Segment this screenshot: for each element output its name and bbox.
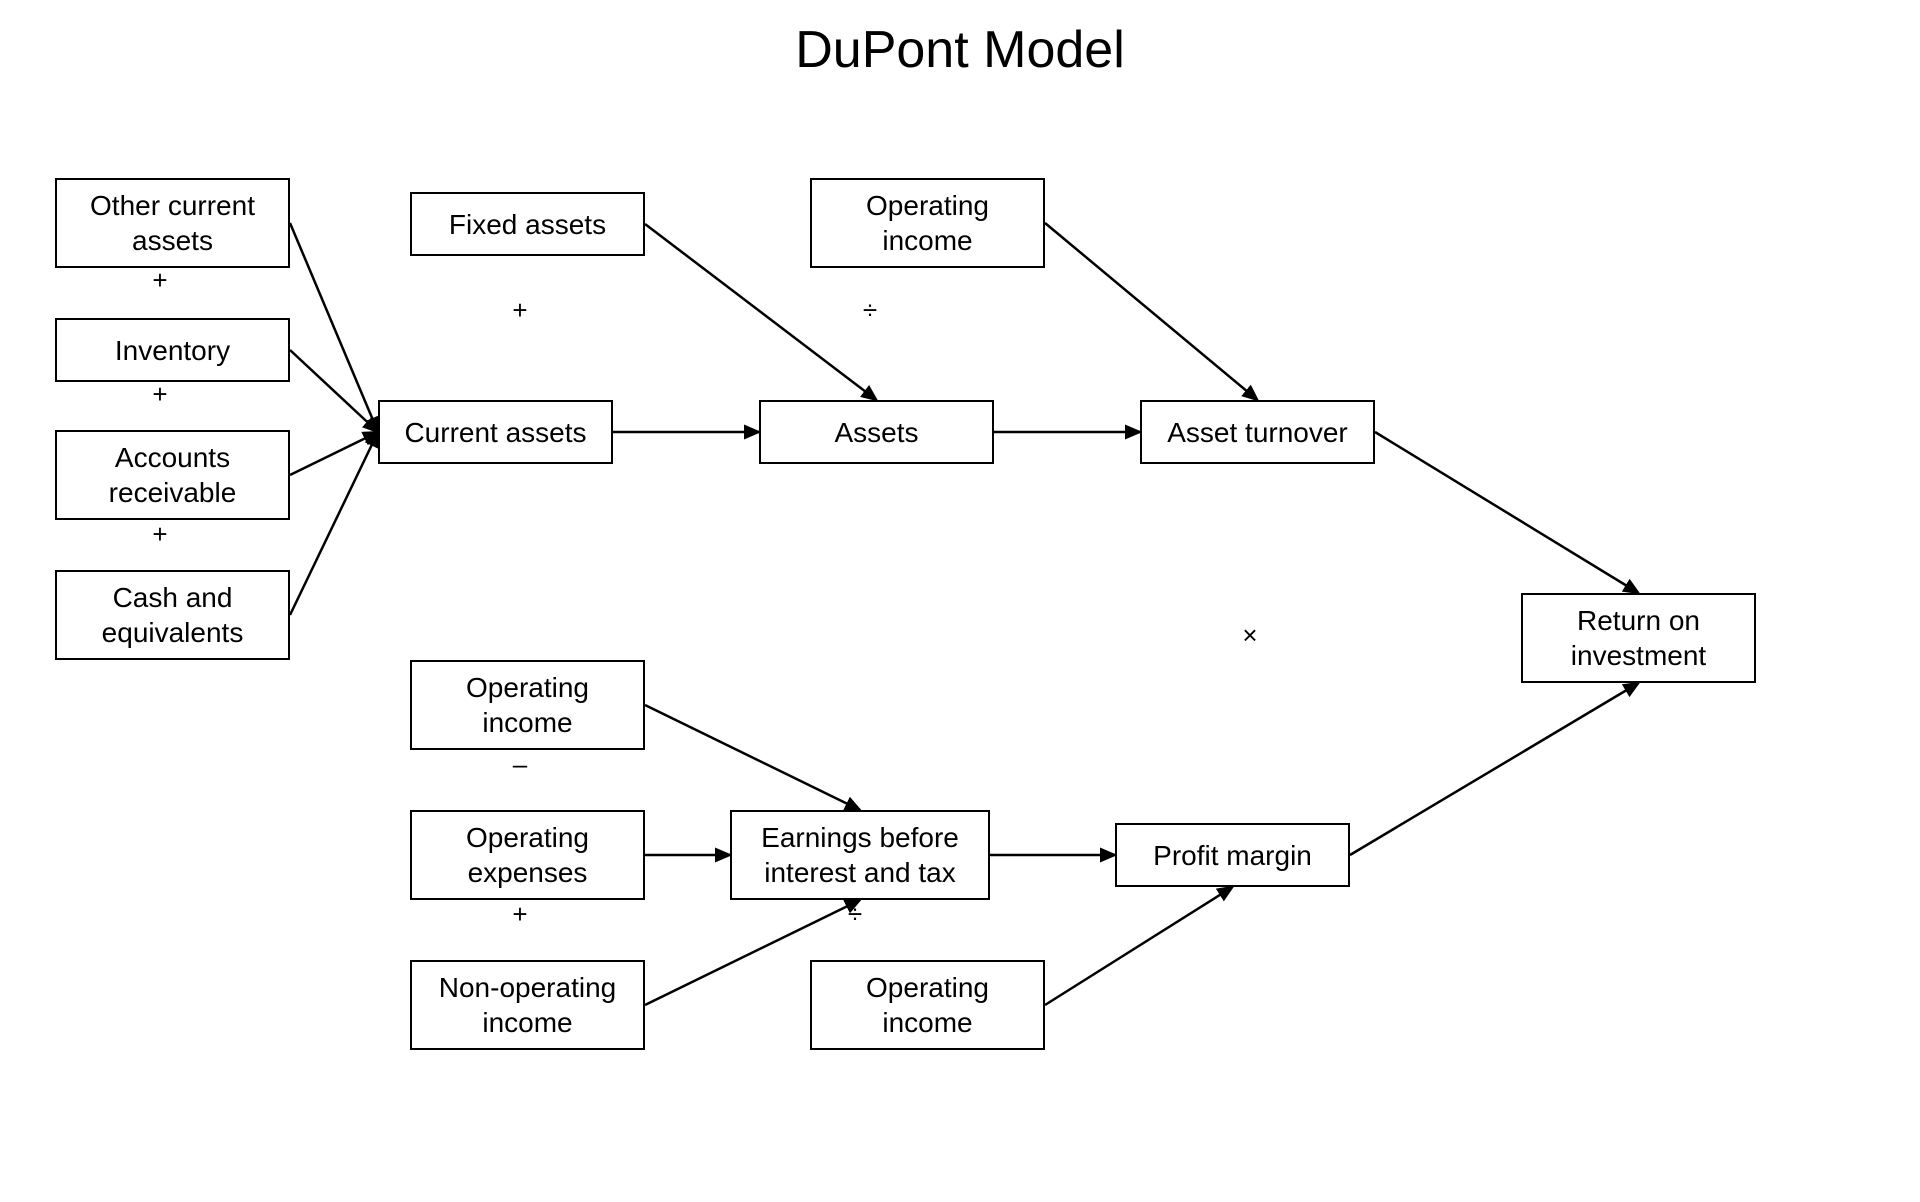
node-operating-income-mid: Operatingincome [410, 660, 645, 750]
node-operating-income-bot: Operatingincome [810, 960, 1045, 1050]
diagram-stage: DuPont Model Other currentassets Invento… [0, 0, 1920, 1202]
node-operating-expenses: Operatingexpenses [410, 810, 645, 900]
node-label: Return oninvestment [1571, 603, 1706, 673]
node-label: Cash andequivalents [102, 580, 244, 650]
node-operating-income-top: Operatingincome [810, 178, 1045, 268]
node-roi: Return oninvestment [1521, 593, 1756, 683]
operator-divide-icon: ÷ [855, 295, 885, 326]
node-label: Inventory [115, 333, 230, 368]
node-label: Accountsreceivable [109, 440, 237, 510]
node-label: Operatingexpenses [466, 820, 589, 890]
operator-plus-icon: + [145, 519, 175, 550]
operator-plus-icon: + [505, 295, 535, 326]
node-label: Other currentassets [90, 188, 255, 258]
node-non-operating-income: Non-operatingincome [410, 960, 645, 1050]
node-label: Fixed assets [449, 207, 606, 242]
node-label: Operatingincome [866, 970, 989, 1040]
operator-minus-icon: – [505, 749, 535, 780]
node-ebit: Earnings beforeinterest and tax [730, 810, 990, 900]
node-asset-turnover: Asset turnover [1140, 400, 1375, 464]
node-inventory: Inventory [55, 318, 290, 382]
node-profit-margin: Profit margin [1115, 823, 1350, 887]
node-current-assets: Current assets [378, 400, 613, 464]
node-label: Asset turnover [1167, 415, 1348, 450]
node-label: Profit margin [1153, 838, 1312, 873]
node-label: Current assets [404, 415, 586, 450]
node-label: Operatingincome [466, 670, 589, 740]
node-accounts-receivable: Accountsreceivable [55, 430, 290, 520]
operator-times-icon: × [1235, 620, 1265, 651]
node-other-current-assets: Other currentassets [55, 178, 290, 268]
diagram-title: DuPont Model [0, 20, 1920, 80]
node-assets: Assets [759, 400, 994, 464]
operator-plus-icon: + [505, 899, 535, 930]
operator-plus-icon: + [145, 379, 175, 410]
operator-plus-icon: + [145, 265, 175, 296]
node-label: Assets [834, 415, 918, 450]
node-label: Operatingincome [866, 188, 989, 258]
node-label: Earnings beforeinterest and tax [761, 820, 959, 890]
operator-divide-icon: ÷ [840, 899, 870, 930]
node-fixed-assets: Fixed assets [410, 192, 645, 256]
node-label: Non-operatingincome [439, 970, 616, 1040]
node-cash-equivalents: Cash andequivalents [55, 570, 290, 660]
